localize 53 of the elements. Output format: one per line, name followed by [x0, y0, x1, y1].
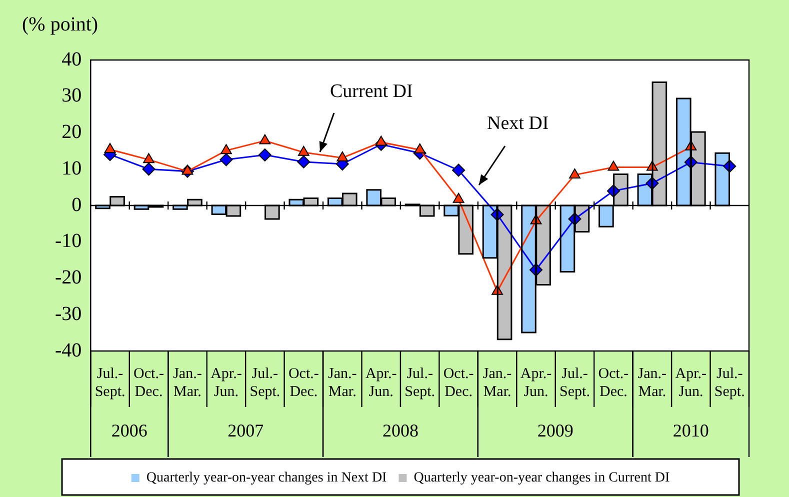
point — [220, 153, 233, 166]
point — [220, 144, 232, 154]
text: Current DI — [330, 81, 413, 103]
text: 2010 — [672, 420, 709, 441]
x-tick-label: Jan.-Mar. — [482, 366, 512, 400]
y-tick-label: 30 — [62, 84, 82, 107]
point — [104, 142, 116, 153]
x-tick-label: Apr.-Jun. — [520, 366, 552, 400]
x-tick-label: Jan.-Mar. — [638, 366, 667, 400]
point — [258, 148, 272, 162]
x-tick-label: Jul.-Sept. — [250, 366, 280, 400]
y-tick-label: -40 — [54, 339, 82, 362]
x-tick-label: Jul.-Sept. — [404, 366, 436, 400]
point — [259, 134, 271, 144]
point — [142, 162, 156, 176]
point — [297, 155, 310, 168]
x-tick-label: Jan.-Mar. — [173, 366, 202, 400]
y-tick-label: 0 — [72, 194, 82, 216]
x-tick-label: Jul.-Sept. — [560, 366, 590, 400]
x-tick-label: Oct.-Dec. — [134, 366, 164, 400]
x-tick-label: Apr.-Jun. — [365, 366, 397, 400]
y-axis-title: (% point) — [22, 13, 98, 36]
y-tick-label: 20 — [62, 121, 82, 143]
point — [608, 160, 620, 171]
point — [414, 143, 426, 154]
x-tick-label: Oct.-Dec. — [598, 366, 629, 400]
text: 2006 — [111, 420, 148, 441]
legend-label: Quarterly year-on-year changes in Next DI — [146, 470, 388, 486]
x-tick-label: Oct.-Dec. — [288, 366, 319, 400]
point — [375, 136, 387, 146]
point — [143, 153, 154, 164]
y-tick-label: -30 — [54, 302, 82, 325]
x-tick-label: Jul.-Sept. — [94, 366, 126, 400]
x-tick-label: Oct.-Dec. — [443, 366, 474, 400]
text: 2008 — [382, 420, 418, 441]
point — [298, 146, 310, 156]
y-tick-label: -20 — [54, 266, 82, 288]
x-tick-label: Jul.-Sept. — [714, 366, 745, 400]
text: 2007 — [228, 420, 264, 441]
point — [452, 192, 464, 203]
text: Next DI — [487, 113, 549, 135]
x-tick-label: Jan.-Mar. — [328, 366, 357, 400]
y-tick-label: 40 — [62, 48, 82, 70]
point — [182, 164, 194, 175]
point — [569, 168, 580, 178]
legend-label: Quarterly year-on-year changes in Current DI — [414, 470, 670, 486]
point — [452, 164, 466, 177]
y-tick-label: 10 — [62, 157, 82, 180]
x-tick-label: Apr.-Jun. — [675, 366, 707, 400]
x-tick-label: Apr.-Jun. — [210, 366, 242, 400]
point — [336, 151, 348, 162]
y-tick-label: -10 — [54, 230, 82, 252]
text: 2009 — [537, 420, 574, 441]
